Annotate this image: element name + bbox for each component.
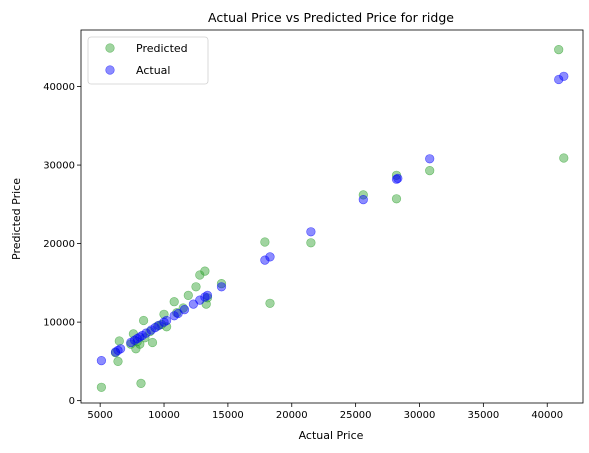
y-tick-label: 10000 <box>43 318 75 329</box>
x-tick-label: 40000 <box>531 410 563 421</box>
data-point-actual <box>130 335 140 345</box>
x-tick-label: 10000 <box>148 410 180 421</box>
data-point-predicted <box>113 356 123 367</box>
x-tick-label: 5000 <box>87 410 112 421</box>
legend-label-actual: Actual <box>136 64 170 77</box>
data-point-predicted <box>200 266 210 276</box>
data-point-predicted <box>162 322 172 332</box>
chart-title: Actual Price vs Predicted Price for ridg… <box>208 10 454 25</box>
data-point-predicted <box>136 378 146 389</box>
y-tick-label: 0 <box>69 396 75 407</box>
data-point-predicted <box>358 190 368 200</box>
data-point-predicted <box>96 382 106 392</box>
x-axis-label: Actual Price <box>299 429 364 442</box>
data-point-actual <box>113 345 123 356</box>
y-tick-label: 20000 <box>43 239 75 250</box>
x-tick-label: 20000 <box>276 410 308 421</box>
series-predicted <box>96 44 569 392</box>
data-point-actual <box>306 227 316 237</box>
data-point-predicted <box>265 298 275 308</box>
data-point-actual <box>96 356 106 366</box>
legend-label-predicted: Predicted <box>136 42 188 55</box>
data-point-actual <box>179 305 190 315</box>
legend: Predicted Actual <box>87 36 209 85</box>
legend-marker-predicted <box>105 43 115 53</box>
data-point-predicted <box>425 166 435 176</box>
data-point-predicted <box>554 44 564 55</box>
y-tick-label: 40000 <box>43 82 75 93</box>
y-axis-label: Predicted Price <box>10 178 23 260</box>
data-point-predicted <box>260 237 270 247</box>
data-point-actual <box>141 328 151 338</box>
legend-marker-actual <box>105 65 115 75</box>
data-point-actual <box>202 290 213 301</box>
data-point-actual <box>110 347 121 357</box>
data-point-predicted <box>183 290 193 301</box>
data-point-actual <box>162 315 172 326</box>
x-tick-label: 25000 <box>340 410 372 421</box>
data-point-predicted <box>139 315 149 326</box>
data-point-actual <box>115 344 126 354</box>
data-point-predicted <box>114 336 124 346</box>
series-actual <box>96 71 569 366</box>
data-point-actual <box>559 71 569 81</box>
data-point-actual <box>200 292 210 302</box>
axis-ticks: 5000 10000 15000 20000 25000 30000 35000 40000 0… <box>43 82 563 421</box>
data-point-predicted <box>306 238 316 248</box>
data-point-actual <box>260 255 270 265</box>
x-tick-label: 15000 <box>212 410 244 421</box>
data-point-predicted <box>216 279 227 289</box>
data-point-actual <box>265 252 275 262</box>
data-point-actual <box>216 282 227 292</box>
x-tick-label: 35000 <box>467 410 499 421</box>
data-point-predicted <box>191 282 201 292</box>
data-point-predicted <box>195 270 205 280</box>
data-point-actual <box>195 295 205 305</box>
plot-frame <box>80 29 584 404</box>
data-point-actual <box>132 334 142 344</box>
data-point-actual <box>554 74 564 85</box>
data-point-predicted <box>169 297 179 307</box>
data-point-actual <box>358 195 368 205</box>
data-points <box>96 44 569 392</box>
x-tick-label: 30000 <box>404 410 436 421</box>
data-point-predicted <box>559 153 569 163</box>
data-point-actual <box>154 320 164 330</box>
legend-box <box>87 36 209 85</box>
data-point-actual <box>425 154 435 164</box>
data-point-predicted <box>135 339 145 349</box>
y-tick-label: 30000 <box>43 161 75 172</box>
data-point-actual <box>393 173 403 183</box>
data-point-actual <box>159 317 169 327</box>
data-point-predicted <box>147 337 158 348</box>
data-point-predicted <box>391 194 402 204</box>
